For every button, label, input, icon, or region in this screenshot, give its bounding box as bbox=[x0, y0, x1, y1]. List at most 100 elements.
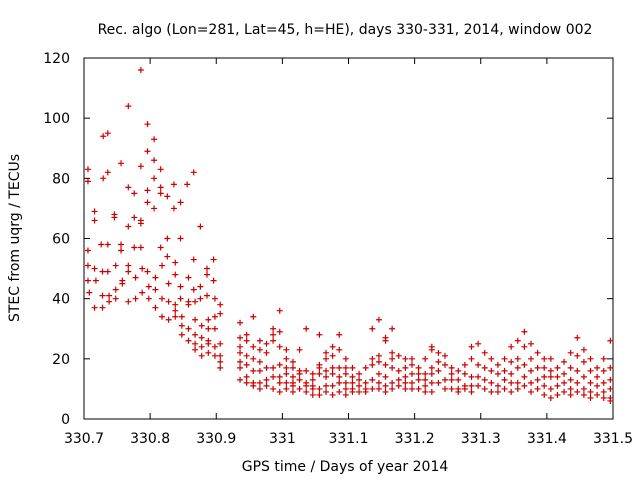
data-point bbox=[276, 307, 283, 314]
data-point bbox=[152, 286, 159, 293]
data-point bbox=[389, 349, 396, 356]
data-point bbox=[84, 178, 91, 185]
data-point bbox=[145, 295, 152, 302]
x-tick-label: 331.5 bbox=[593, 431, 633, 447]
data-point bbox=[289, 364, 296, 371]
data-point bbox=[580, 373, 587, 380]
data-point bbox=[111, 214, 118, 221]
data-point bbox=[91, 208, 98, 215]
data-point bbox=[408, 370, 415, 377]
data-point bbox=[316, 385, 323, 392]
data-point bbox=[528, 367, 535, 374]
data-point bbox=[118, 247, 125, 254]
data-point bbox=[375, 379, 382, 386]
data-point bbox=[362, 379, 369, 386]
data-point bbox=[205, 325, 212, 332]
data-point bbox=[243, 352, 250, 359]
data-point bbox=[567, 364, 574, 371]
data-point bbox=[528, 379, 535, 386]
data-point bbox=[139, 289, 146, 296]
data-point bbox=[283, 346, 290, 353]
data-point bbox=[203, 265, 210, 272]
data-point bbox=[91, 265, 98, 272]
data-point bbox=[607, 376, 614, 383]
data-point bbox=[132, 295, 139, 302]
data-point bbox=[501, 367, 508, 374]
data-point bbox=[541, 373, 548, 380]
data-point bbox=[428, 379, 435, 386]
data-point bbox=[263, 382, 270, 389]
data-point bbox=[323, 355, 330, 362]
data-point bbox=[177, 235, 184, 242]
data-point bbox=[217, 310, 224, 317]
data-point bbox=[112, 262, 119, 269]
data-point bbox=[508, 388, 515, 395]
data-point bbox=[165, 298, 172, 305]
data-point bbox=[178, 331, 185, 338]
data-point bbox=[547, 385, 554, 392]
data-point bbox=[205, 349, 212, 356]
data-point bbox=[283, 355, 290, 362]
data-point bbox=[152, 304, 159, 311]
data-point bbox=[270, 325, 277, 332]
data-point bbox=[184, 181, 191, 188]
data-point bbox=[402, 379, 409, 386]
data-point bbox=[283, 370, 290, 377]
data-point bbox=[475, 361, 482, 368]
data-point bbox=[185, 301, 192, 308]
data-point bbox=[210, 277, 217, 284]
data-point bbox=[448, 385, 455, 392]
data-point bbox=[435, 367, 442, 374]
data-point bbox=[369, 355, 376, 362]
data-point bbox=[91, 304, 98, 311]
data-point bbox=[481, 376, 488, 383]
data-point bbox=[554, 373, 561, 380]
data-point bbox=[119, 277, 126, 284]
data-point bbox=[455, 388, 462, 395]
data-point bbox=[534, 349, 541, 356]
data-point bbox=[567, 391, 574, 398]
data-point bbox=[488, 367, 495, 374]
data-point bbox=[157, 166, 164, 173]
data-point bbox=[309, 391, 316, 398]
data-point bbox=[185, 337, 192, 344]
data-point bbox=[237, 319, 244, 326]
data-point bbox=[99, 304, 106, 311]
data-point bbox=[270, 373, 277, 380]
data-point bbox=[607, 337, 614, 344]
data-point bbox=[541, 382, 548, 389]
data-point bbox=[508, 379, 515, 386]
data-point bbox=[144, 199, 151, 206]
data-point bbox=[131, 244, 138, 251]
data-point bbox=[250, 367, 257, 374]
data-point bbox=[276, 361, 283, 368]
data-point bbox=[92, 277, 99, 284]
data-point bbox=[152, 274, 159, 281]
data-point bbox=[177, 199, 184, 206]
data-point bbox=[336, 364, 343, 371]
data-point bbox=[289, 373, 296, 380]
data-point bbox=[217, 352, 224, 359]
data-point bbox=[84, 166, 91, 173]
data-point bbox=[508, 370, 515, 377]
data-point bbox=[475, 373, 482, 380]
data-point bbox=[84, 262, 91, 269]
data-point bbox=[190, 169, 197, 176]
data-point bbox=[349, 373, 356, 380]
data-point bbox=[428, 364, 435, 371]
data-point bbox=[342, 370, 349, 377]
data-point bbox=[494, 382, 501, 389]
data-point bbox=[185, 325, 192, 332]
data-point bbox=[159, 295, 166, 302]
data-point bbox=[561, 370, 568, 377]
data-point bbox=[323, 388, 330, 395]
data-point bbox=[468, 343, 475, 350]
data-point bbox=[382, 373, 389, 380]
data-point bbox=[172, 259, 179, 266]
data-point bbox=[205, 340, 212, 347]
data-point bbox=[106, 298, 113, 305]
data-point bbox=[528, 340, 535, 347]
data-point bbox=[276, 343, 283, 350]
data-point bbox=[99, 268, 106, 275]
